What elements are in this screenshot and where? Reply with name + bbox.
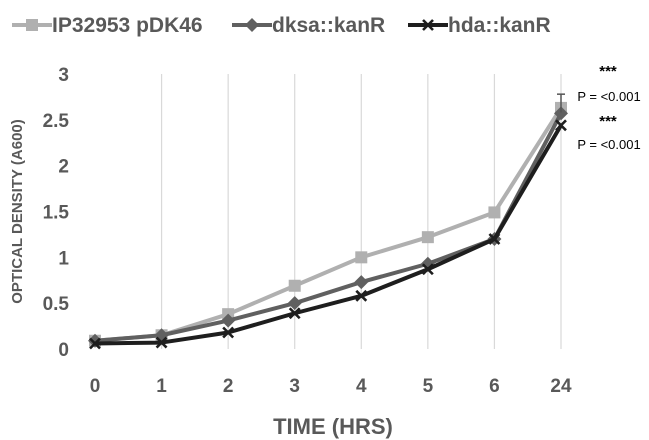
- data-point-hda-kanr: [488, 233, 501, 245]
- significance-stars: ***: [599, 63, 617, 80]
- series-line-hda-kanr: [94, 124, 563, 346]
- series-dksa-kanr: [88, 106, 568, 348]
- error-bar: [557, 93, 565, 113]
- data-point-dksa-kanr: [287, 296, 302, 311]
- series-group: [88, 101, 568, 350]
- x-tick-label: 24: [550, 376, 572, 397]
- significance-stars: ***: [599, 113, 617, 130]
- x-tick-label: 2: [223, 376, 234, 397]
- y-tick-label: 2: [58, 157, 69, 178]
- series-ip32953-pdk46: [89, 101, 567, 347]
- legend-label: hda::kanR: [448, 14, 551, 37]
- y-axis-title: OPTICAL DENSITY (A600): [9, 119, 26, 303]
- x-axis-title: TIME (HRS): [273, 414, 393, 439]
- p-value-label: P = <0.001: [577, 137, 640, 152]
- series-hda-kanr: [89, 119, 567, 350]
- x-axis-ticks: 0 1 2 3 4 5 6 24: [90, 376, 572, 397]
- data-point-hda-kanr: [89, 337, 101, 350]
- x-tick-label: 3: [289, 376, 300, 397]
- y-tick-label: 1.5: [43, 203, 70, 224]
- x-tick-label: 1: [156, 376, 167, 397]
- data-point-dksa-kanr: [554, 106, 568, 121]
- legend-marker-dksa-kanr: [245, 18, 259, 32]
- legend-item-ip32953-pdk46: IP32953 pDK46: [12, 14, 203, 37]
- y-tick-label: 2.5: [43, 111, 70, 132]
- data-point-ip32953-pdk46: [355, 251, 368, 264]
- y-tick-label: 0.5: [43, 294, 70, 315]
- series-line-dksa-kanr: [94, 112, 563, 343]
- data-point-dksa-kanr: [221, 313, 236, 328]
- y-tick-label: 1: [58, 248, 69, 269]
- legend-item-hda-kanr: hda::kanR: [408, 14, 551, 37]
- data-point-hda-kanr: [555, 119, 567, 132]
- y-tick-label: 3: [58, 65, 69, 86]
- data-point-hda-kanr: [288, 307, 301, 320]
- data-point-hda-kanr: [222, 326, 235, 339]
- legend: IP32953 pDK46 dksa::kanR hda::kanR: [12, 14, 551, 37]
- x-tick-label: 5: [423, 376, 434, 397]
- legend-marker-hda-kanr: [422, 19, 434, 31]
- x-tick-label: 6: [489, 376, 500, 397]
- x-tick-label: 4: [356, 376, 367, 397]
- legend-label: IP32953 pDK46: [52, 14, 203, 37]
- data-point-hda-kanr: [355, 289, 368, 302]
- data-point-hda-kanr: [155, 336, 168, 349]
- p-value-label: P = <0.001: [577, 89, 640, 104]
- data-point-ip32953-pdk46: [288, 279, 301, 292]
- data-point-ip32953-pdk46: [488, 206, 501, 219]
- legend-marker-ip32953-pdk46: [26, 19, 38, 31]
- annotations: *** P = <0.001 *** P = <0.001: [557, 63, 641, 152]
- y-axis-ticks: 0 0.5 1 1.5 2 2.5 3: [43, 65, 70, 361]
- x-tick-label: 0: [90, 376, 101, 397]
- legend-item-dksa-kanr: dksa::kanR: [232, 14, 385, 37]
- gridlines: [160, 74, 562, 349]
- data-point-ip32953-pdk46: [421, 231, 434, 244]
- data-point-hda-kanr: [421, 263, 434, 276]
- legend-label: dksa::kanR: [272, 14, 385, 37]
- y-tick-label: 0: [58, 340, 69, 361]
- data-point-dksa-kanr: [354, 275, 369, 290]
